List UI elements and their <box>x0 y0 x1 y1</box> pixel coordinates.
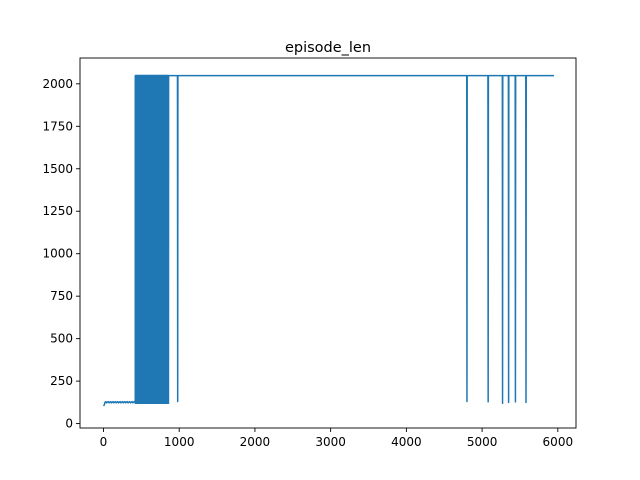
x-tick-label: 0 <box>100 435 108 449</box>
chart-title: episode_len <box>285 40 371 56</box>
series-line <box>102 74 555 407</box>
y-tick-label: 1750 <box>42 119 73 133</box>
y-tick-label: 2000 <box>42 77 73 91</box>
y-tick-label: 500 <box>50 332 73 346</box>
x-tick-label: 6000 <box>543 435 574 449</box>
y-tick-label: 1500 <box>42 162 73 176</box>
x-tick-label: 1000 <box>164 435 195 449</box>
y-tick-label: 750 <box>50 289 73 303</box>
x-tick-label: 5000 <box>467 435 498 449</box>
axes-layer: 0 1000 2000 3000 4000 5000 6000 0 250 500 750 1000 1… <box>42 57 577 449</box>
x-tick-label: 3000 <box>315 435 346 449</box>
y-tick-label: 1250 <box>42 204 73 218</box>
x-tick-label: 4000 <box>391 435 422 449</box>
y-tick-label: 0 <box>65 417 73 431</box>
data-layer <box>102 74 555 407</box>
y-tick-label: 250 <box>50 374 73 388</box>
axes-frame <box>79 57 577 429</box>
x-tick-label: 2000 <box>240 435 271 449</box>
y-tick-label: 1000 <box>42 247 73 261</box>
